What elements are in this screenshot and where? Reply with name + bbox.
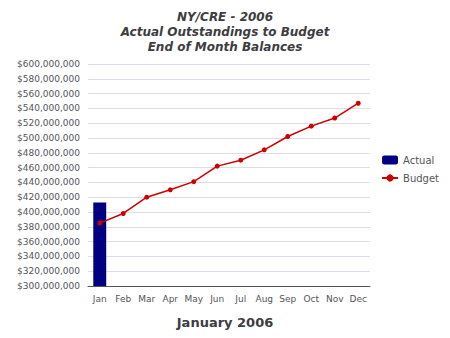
svg-text:$580,000,000: $580,000,000 xyxy=(17,74,80,84)
svg-text:NY/CRE - 2006: NY/CRE - 2006 xyxy=(177,10,273,24)
svg-text:$560,000,000: $560,000,000 xyxy=(17,89,80,99)
svg-text:Jul: Jul xyxy=(234,294,246,304)
svg-text:Apr: Apr xyxy=(162,294,178,304)
svg-text:Feb: Feb xyxy=(115,294,131,304)
svg-text:$380,000,000: $380,000,000 xyxy=(17,222,80,232)
svg-text:Sep: Sep xyxy=(279,294,296,304)
svg-text:$480,000,000: $480,000,000 xyxy=(17,148,80,158)
svg-text:$600,000,000: $600,000,000 xyxy=(17,59,80,69)
svg-text:Jun: Jun xyxy=(209,294,224,304)
svg-text:Dec: Dec xyxy=(350,294,367,304)
svg-text:$360,000,000: $360,000,000 xyxy=(17,237,80,247)
svg-text:Aug: Aug xyxy=(255,294,273,304)
svg-text:$440,000,000: $440,000,000 xyxy=(17,177,80,187)
svg-text:Mar: Mar xyxy=(138,294,155,304)
svg-text:Actual Outstandings to Budget: Actual Outstandings to Budget xyxy=(120,25,331,39)
svg-text:$340,000,000: $340,000,000 xyxy=(17,251,80,261)
svg-text:Oct: Oct xyxy=(303,294,319,304)
svg-text:Budget: Budget xyxy=(403,173,439,184)
svg-text:$520,000,000: $520,000,000 xyxy=(17,118,80,128)
svg-text:$320,000,000: $320,000,000 xyxy=(17,266,80,276)
svg-text:$500,000,000: $500,000,000 xyxy=(17,133,80,143)
svg-text:January 2006: January 2006 xyxy=(176,315,273,330)
svg-text:Actual: Actual xyxy=(403,155,434,166)
svg-text:$420,000,000: $420,000,000 xyxy=(17,192,80,202)
svg-text:Jan: Jan xyxy=(92,294,107,304)
svg-text:$300,000,000: $300,000,000 xyxy=(17,281,80,291)
svg-text:$460,000,000: $460,000,000 xyxy=(17,163,80,173)
svg-text:End of Month Balances: End of Month Balances xyxy=(148,40,303,54)
svg-text:$400,000,000: $400,000,000 xyxy=(17,207,80,217)
svg-text:Nov: Nov xyxy=(326,294,344,304)
svg-text:$540,000,000: $540,000,000 xyxy=(17,103,80,113)
svg-text:May: May xyxy=(184,294,203,304)
